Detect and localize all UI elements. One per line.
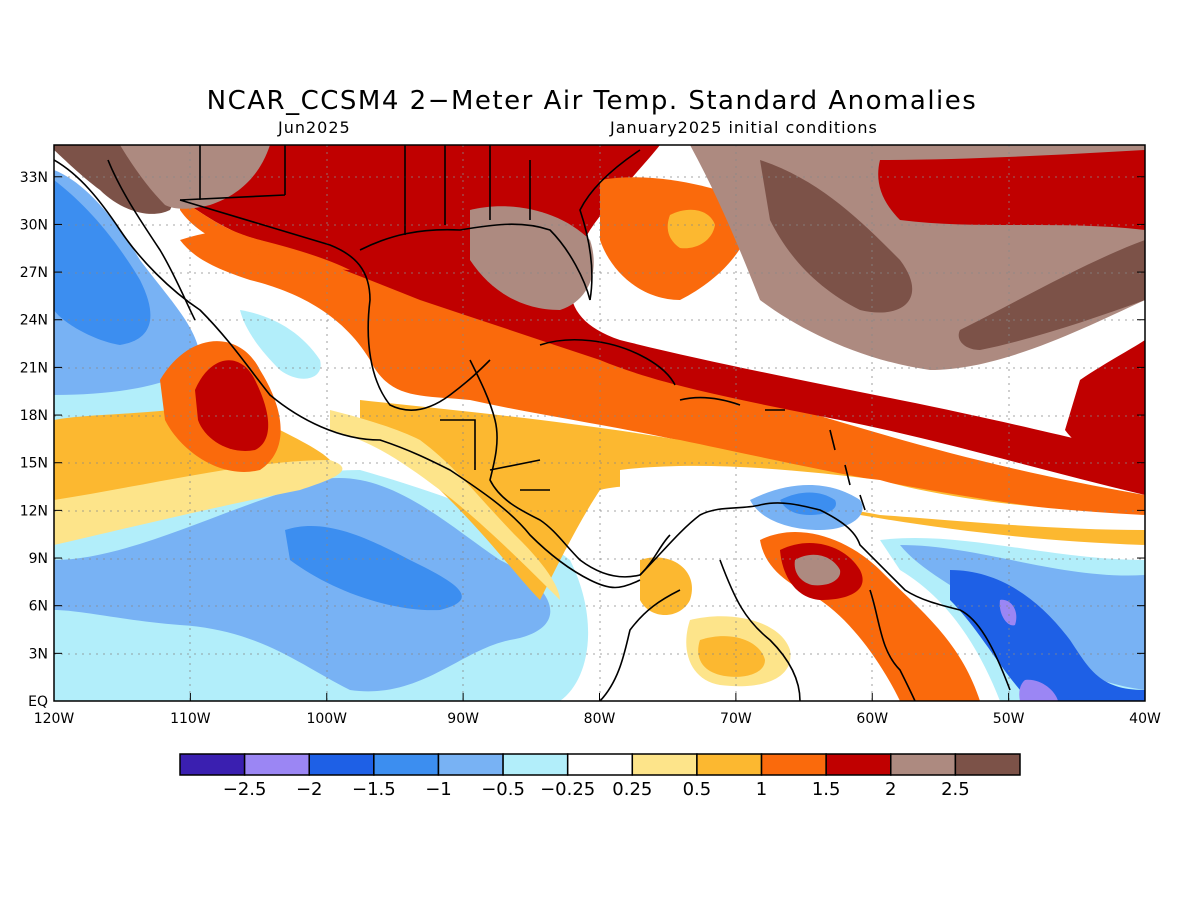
y-tick-label: 33N	[20, 170, 48, 186]
caribbean-white-band	[620, 465, 1145, 530]
gulf-orange-region	[180, 229, 1145, 540]
colorbar-label: 2.5	[941, 779, 970, 800]
colorbar-swatch	[566, 753, 634, 776]
x-tick-label: 50W	[993, 711, 1025, 727]
us-dark-red	[180, 145, 1145, 495]
colorbar-swatch	[373, 753, 440, 776]
y-tick-label: 21N	[20, 360, 48, 376]
baja-peninsula	[107, 159, 196, 321]
caribbean-yellow-band	[330, 410, 560, 600]
yucatan-coast	[469, 359, 671, 578]
cuba	[539, 339, 676, 386]
atlantic-darkbrown-band-2	[958, 240, 1145, 350]
colorbar-label: 2	[885, 779, 896, 800]
colorbar-swatch	[308, 753, 375, 776]
colorbar	[179, 753, 1021, 776]
baja-pacific-deeper-blue	[54, 180, 151, 345]
initial-conditions-label: January2025 initial conditions	[610, 118, 878, 137]
mexico-lightblue-zone	[240, 310, 321, 379]
y-tick-label: EQ	[28, 694, 48, 710]
caribbean-orange-band	[360, 400, 1145, 600]
pacific-blue-blob	[54, 478, 551, 692]
x-tick-label: 90W	[447, 711, 479, 727]
central-america-borders	[440, 419, 550, 491]
pacific-yellow-band	[54, 460, 343, 545]
guiana-brown	[794, 554, 841, 586]
colorbar-swatch	[243, 753, 310, 776]
y-tick-label: 12N	[20, 503, 48, 519]
colorbar-swatch	[954, 753, 1021, 776]
gulf-coast	[179, 199, 491, 411]
tick-marks	[53, 176, 1146, 702]
colorbar-label: −2.5	[223, 779, 267, 800]
colorbar-label: −0.5	[481, 779, 525, 800]
venezuela-blue-core	[780, 492, 836, 515]
colorbar-swatch	[502, 753, 569, 776]
lesser-antilles	[829, 429, 866, 511]
colorbar-label: 0.5	[683, 779, 712, 800]
pacific-coast-mexico	[54, 159, 641, 589]
atlantic-red-inset	[878, 150, 1145, 230]
atlantic-red-east	[1065, 340, 1145, 480]
atlantic-purple-b	[1019, 679, 1058, 701]
anomaly-field	[54, 145, 1145, 701]
y-tick-label: 27N	[20, 265, 48, 281]
us-gulf-coast	[359, 223, 591, 301]
florida-brown	[470, 206, 594, 310]
x-tick-label: 60W	[856, 711, 888, 727]
colorbar-swatch	[437, 753, 504, 776]
y-tick-label: 6N	[29, 599, 48, 615]
x-tick-label: 40W	[1129, 711, 1161, 727]
x-tick-label: 70W	[720, 711, 752, 727]
colorbar-swatch	[631, 753, 698, 776]
y-tick-label: 30N	[20, 217, 48, 233]
graticule	[54, 145, 1145, 701]
colorbar-label: −1.5	[352, 779, 396, 800]
y-tick-label: 9N	[29, 551, 48, 567]
y-tick-label: 15N	[20, 456, 48, 472]
forecast-month: Jun2025	[278, 118, 351, 137]
y-axis-labels: EQ 3N 6N 9N 12N 15N 18N 21N 24N 27N 30N 33N	[20, 170, 48, 710]
sa-orange-patch	[698, 636, 765, 677]
south-america-north-coast	[639, 502, 1011, 691]
atlantic-darkbrown-band	[760, 160, 913, 313]
colorbar-label: −2	[296, 779, 323, 800]
y-tick-label: 3N	[29, 646, 48, 662]
colorbar-label: −0.25	[540, 779, 595, 800]
atlantic-purple-a	[999, 599, 1017, 626]
colorbar-swatch	[696, 753, 763, 776]
atlantic-yellow-patch	[667, 209, 715, 249]
y-tick-label: 24N	[20, 313, 48, 329]
x-tick-label: 110W	[170, 711, 211, 727]
sa-orange-left	[640, 557, 692, 615]
us-state-borders	[179, 145, 531, 235]
map-title: NCAR_CCSM4 2−Meter Air Temp. Standard An…	[206, 86, 978, 116]
colorbar-labels: −2.5 −2 −1.5 −1 −0.5 −0.25 0.25 0.5 1 1.5 2 2.5	[223, 779, 970, 800]
florida-east	[579, 149, 641, 301]
coastlines	[54, 145, 1011, 701]
hispaniola	[679, 396, 741, 406]
colorbar-label: 0.25	[612, 779, 652, 800]
y-tick-label: 18N	[20, 408, 48, 424]
colorbar-label: 1	[756, 779, 767, 800]
colorbar-swatch	[825, 753, 892, 776]
sa-interior-outline	[599, 559, 916, 701]
x-tick-label: 120W	[34, 711, 75, 727]
colorbar-swatch	[179, 753, 246, 776]
x-tick-label: 80W	[584, 711, 616, 727]
colorbar-swatch	[890, 753, 957, 776]
colorbar-swatch	[760, 753, 827, 776]
x-tick-label: 100W	[306, 711, 347, 727]
pacific-blue-core	[285, 525, 462, 611]
us-orange-strip	[180, 200, 350, 270]
x-axis-labels: 120W 110W 100W 90W 80W 70W 60W 50W 40W	[34, 711, 1161, 727]
colorbar-label: −1	[425, 779, 452, 800]
colorbar-label: 1.5	[812, 779, 841, 800]
pacific-dark-red-blob	[195, 360, 269, 451]
atlantic-deepblue-se	[950, 570, 1145, 701]
